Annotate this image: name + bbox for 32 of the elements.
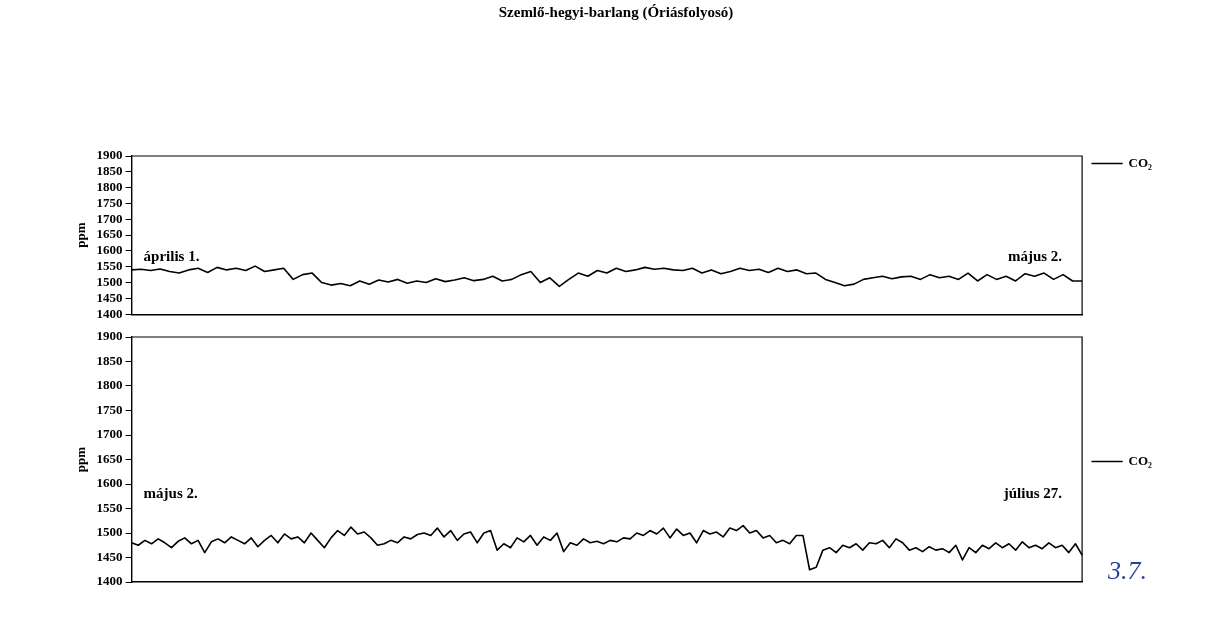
y-tick-label: 1550 — [96, 499, 123, 515]
y-tick-label: 1650 — [96, 226, 123, 242]
y-tick-label: 1800 — [96, 179, 123, 194]
y-tick-label: 1900 — [96, 328, 123, 344]
y-tick-label: 1450 — [96, 548, 123, 564]
chart-title: Szemlő-hegyi-barlang (Óriásfolyosó) — [498, 3, 734, 21]
legend-label: CO₂ — [1128, 452, 1153, 468]
y-tick-label: 1750 — [96, 194, 123, 210]
y-tick-label: 1450 — [96, 289, 123, 305]
annotation: április 1. — [143, 248, 200, 265]
y-axis-title: ppm — [73, 446, 89, 473]
y-tick-label: 1500 — [96, 273, 123, 289]
legend-label: CO₂ — [1128, 154, 1153, 170]
y-tick-label: 1400 — [96, 305, 123, 321]
y-tick-label: 1600 — [96, 475, 123, 491]
annotation: július 27. — [1002, 484, 1063, 501]
y-axis-title: ppm — [73, 222, 89, 248]
y-tick-label: 1900 — [96, 147, 123, 163]
annotation: május 2. — [1007, 248, 1063, 265]
y-tick-label: 1650 — [96, 450, 123, 466]
y-tick-label: 1600 — [96, 242, 123, 258]
y-tick-label: 1700 — [96, 426, 123, 442]
y-tick-label: 1700 — [96, 210, 123, 226]
y-tick-label: 1750 — [96, 401, 123, 417]
y-tick-label: 1550 — [96, 258, 123, 274]
y-tick-label: 1500 — [96, 524, 123, 540]
y-tick-label: 1400 — [96, 573, 123, 589]
y-tick-label: 1800 — [96, 377, 123, 393]
annotation: május 2. — [143, 484, 199, 501]
y-tick-label: 1850 — [96, 352, 123, 368]
y-tick-label: 1850 — [96, 163, 123, 179]
text: 3.7. — [1107, 555, 1147, 585]
